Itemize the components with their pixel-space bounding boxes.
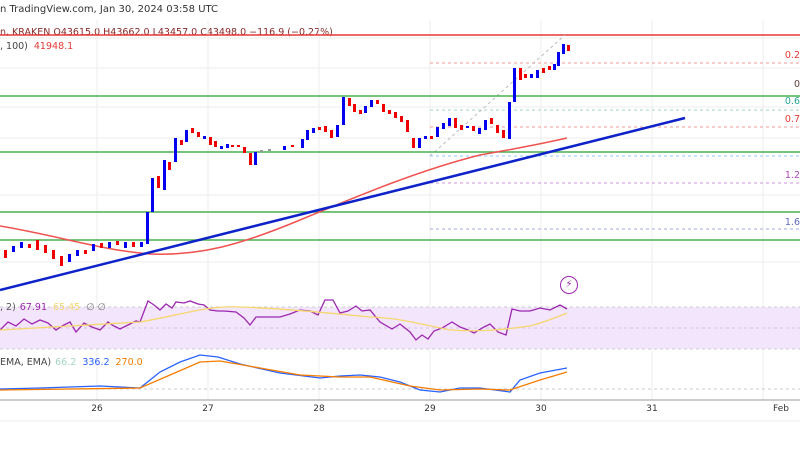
macd-value: 336.2 xyxy=(82,357,110,368)
macd-signal-value: 270.0 xyxy=(115,357,143,368)
rsi-ma-line xyxy=(0,306,568,332)
fib-label: 1.6 xyxy=(784,217,800,228)
sma-value: 41948.1 xyxy=(33,41,74,52)
fib-label: 0.6 xyxy=(784,96,800,107)
candles xyxy=(4,44,570,266)
support-lines xyxy=(0,95,800,241)
sma-prefix: , 100) xyxy=(0,41,28,52)
x-tick: 30 xyxy=(535,404,547,414)
x-tick: 27 xyxy=(202,404,214,414)
macd-prefix: EMA, EMA) xyxy=(0,357,52,368)
x-tick: 28 xyxy=(313,404,325,414)
signal-line xyxy=(0,360,568,391)
x-tick: 29 xyxy=(424,404,436,414)
macd-hist-value: 66.2 xyxy=(55,357,77,368)
fib-label: 0 xyxy=(793,79,800,90)
lightning-icon[interactable]: ⚡ xyxy=(560,276,578,294)
fib-label: 0.7 xyxy=(784,114,800,125)
rsi-value: 67.91 xyxy=(19,302,47,313)
sma-legend: , 100) 41948.1 xyxy=(0,41,73,52)
sma-line xyxy=(0,137,568,255)
ohlc-legend: n, KRAKEN O43615.0 H43662.0 L43457.0 C43… xyxy=(0,27,333,38)
fib-label: 0.2 xyxy=(784,50,800,61)
chart-caption: n TradingView.com, Jan 30, 2024 03:58 UT… xyxy=(0,4,219,15)
macd-legend: EMA, EMA) 66.2 336.2 270.0 xyxy=(0,357,143,368)
x-tick: 31 xyxy=(646,404,658,414)
fib-label: 1.2 xyxy=(784,170,800,181)
trend-line xyxy=(0,116,686,292)
rsi-ma-value: 65.45 xyxy=(53,302,81,313)
x-tick: 26 xyxy=(91,404,103,414)
rsi-legend: , 2) 67.91 65.45 ∅ ∅ xyxy=(0,302,106,313)
rsi-line xyxy=(0,299,568,341)
rsi-prefix: , 2) xyxy=(0,302,16,313)
rsi-extra: ∅ ∅ xyxy=(86,302,106,313)
x-tick: Feb xyxy=(773,404,789,414)
